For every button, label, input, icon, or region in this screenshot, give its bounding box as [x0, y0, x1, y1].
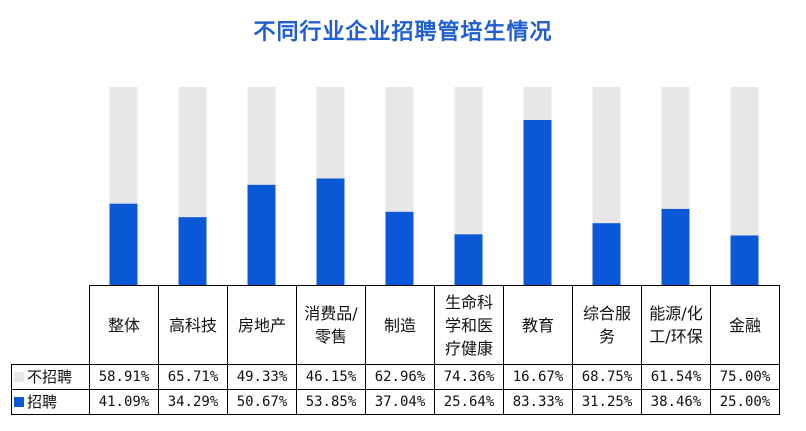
data-label: 34.29% — [158, 389, 228, 415]
bar-segment-not-recruiting — [730, 87, 759, 236]
bar-segment-recruiting — [730, 235, 759, 285]
category-label: 房地产 — [227, 285, 297, 365]
data-label: 38.46% — [641, 389, 711, 415]
category-label: 能源/化工/环保 — [641, 285, 711, 365]
bar-segment-not-recruiting — [247, 87, 276, 185]
bar-segment-recruiting — [109, 203, 138, 285]
category-label-line: 务 — [598, 327, 615, 346]
bar-segment-recruiting — [316, 178, 345, 285]
table-corner — [11, 285, 90, 365]
data-label: 68.75% — [572, 364, 642, 390]
data-label: 46.15% — [296, 364, 366, 390]
data-label: 25.00% — [710, 389, 780, 415]
bar-segment-recruiting — [385, 211, 414, 285]
data-label: 65.71% — [158, 364, 228, 390]
legend-swatch-recruiting — [14, 397, 24, 407]
data-label: 37.04% — [365, 389, 435, 415]
category-label: 制造 — [365, 285, 435, 365]
data-label: 58.91% — [89, 364, 159, 390]
bar-segment-not-recruiting — [454, 87, 483, 235]
data-label: 62.96% — [365, 364, 435, 390]
bar-plot-area — [109, 87, 759, 285]
data-label: 61.54% — [641, 364, 711, 390]
category-label-line: 金融 — [728, 315, 761, 335]
legend-label-not-recruiting: 不招聘 — [27, 368, 73, 386]
bar-segment-recruiting — [661, 208, 690, 285]
category-label: 生命科 学和医 疗健康 — [434, 285, 504, 365]
data-label: 31.25% — [572, 389, 642, 415]
category-label-line: 制造 — [383, 315, 416, 335]
category-header-row: 整体 高科技 房地产 消费品/零售 制造 生命科 学和医 疗健康 教育 综合服务能源/化 工/环保金… — [11, 285, 780, 365]
bar-segment-not-recruiting — [385, 87, 414, 212]
category-label-line: 整体 — [107, 315, 140, 335]
bar-segment-recruiting — [454, 234, 483, 285]
data-label: 83.33% — [503, 389, 573, 415]
category-label-line: 房地产 — [237, 315, 286, 335]
data-table: 整体 高科技 房地产 消费品/零售 制造 生命科 学和医 疗健康 教育 综合服务能源/化 工/环保金… — [11, 285, 780, 415]
category-label-line: 综合服 — [582, 304, 631, 323]
bar-segment-recruiting — [247, 184, 276, 285]
data-label: 16.67% — [503, 364, 573, 390]
legend-label-recruiting: 招聘 — [27, 393, 58, 411]
category-label-line: 疗健康 — [444, 338, 493, 358]
data-label: 49.33% — [227, 364, 297, 390]
category-label: 整体 — [89, 285, 159, 365]
bar-segment-not-recruiting — [178, 87, 207, 218]
category-label: 综合服务 — [572, 285, 642, 365]
bar-segment-not-recruiting — [316, 87, 345, 179]
category-label-line: 工/环保 — [649, 327, 703, 346]
category-label-line: 学和医 — [444, 315, 493, 335]
category-label-line: 高科技 — [168, 315, 217, 335]
category-label: 教育 — [503, 285, 573, 365]
data-label: 25.64% — [434, 389, 504, 415]
legend-not-recruiting: 不招聘 — [11, 364, 90, 390]
category-label-line: 生命科 — [444, 292, 493, 312]
category-label: 消费品/零售 — [296, 285, 366, 365]
bar-segment-recruiting — [523, 120, 552, 285]
bar-segment-not-recruiting — [523, 87, 552, 120]
bar-segment-recruiting — [178, 217, 207, 285]
category-label-line: 教育 — [521, 315, 554, 335]
category-label: 高科技 — [158, 285, 228, 365]
series-row-recruiting: 招聘 41.09% 34.29% 50.67% 53.85% 37.04% 25.64% 8… — [11, 389, 780, 415]
legend-recruiting: 招聘 — [11, 389, 90, 415]
category-label-line: 消费品/ — [304, 304, 358, 323]
category-label-line: 能源/化 — [649, 304, 703, 323]
legend-swatch-not-recruiting — [14, 372, 24, 382]
bar-segment-recruiting — [592, 223, 621, 285]
category-label: 金融 — [710, 285, 780, 365]
data-label: 53.85% — [296, 389, 366, 415]
data-label: 41.09% — [89, 389, 159, 415]
chart-title: 不同行业企业招聘管培生情况 — [253, 20, 553, 45]
bar-segment-not-recruiting — [592, 87, 621, 224]
category-label-line: 零售 — [314, 327, 347, 346]
bar-segment-not-recruiting — [661, 87, 690, 209]
data-label: 74.36% — [434, 364, 504, 390]
data-label: 50.67% — [227, 389, 297, 415]
series-row-not-recruiting: 不招聘 58.91% 65.71% 49.33% 46.15% 62.96% 74.36%… — [11, 364, 780, 390]
bar-segment-not-recruiting — [109, 87, 138, 204]
data-label: 75.00% — [710, 364, 780, 390]
